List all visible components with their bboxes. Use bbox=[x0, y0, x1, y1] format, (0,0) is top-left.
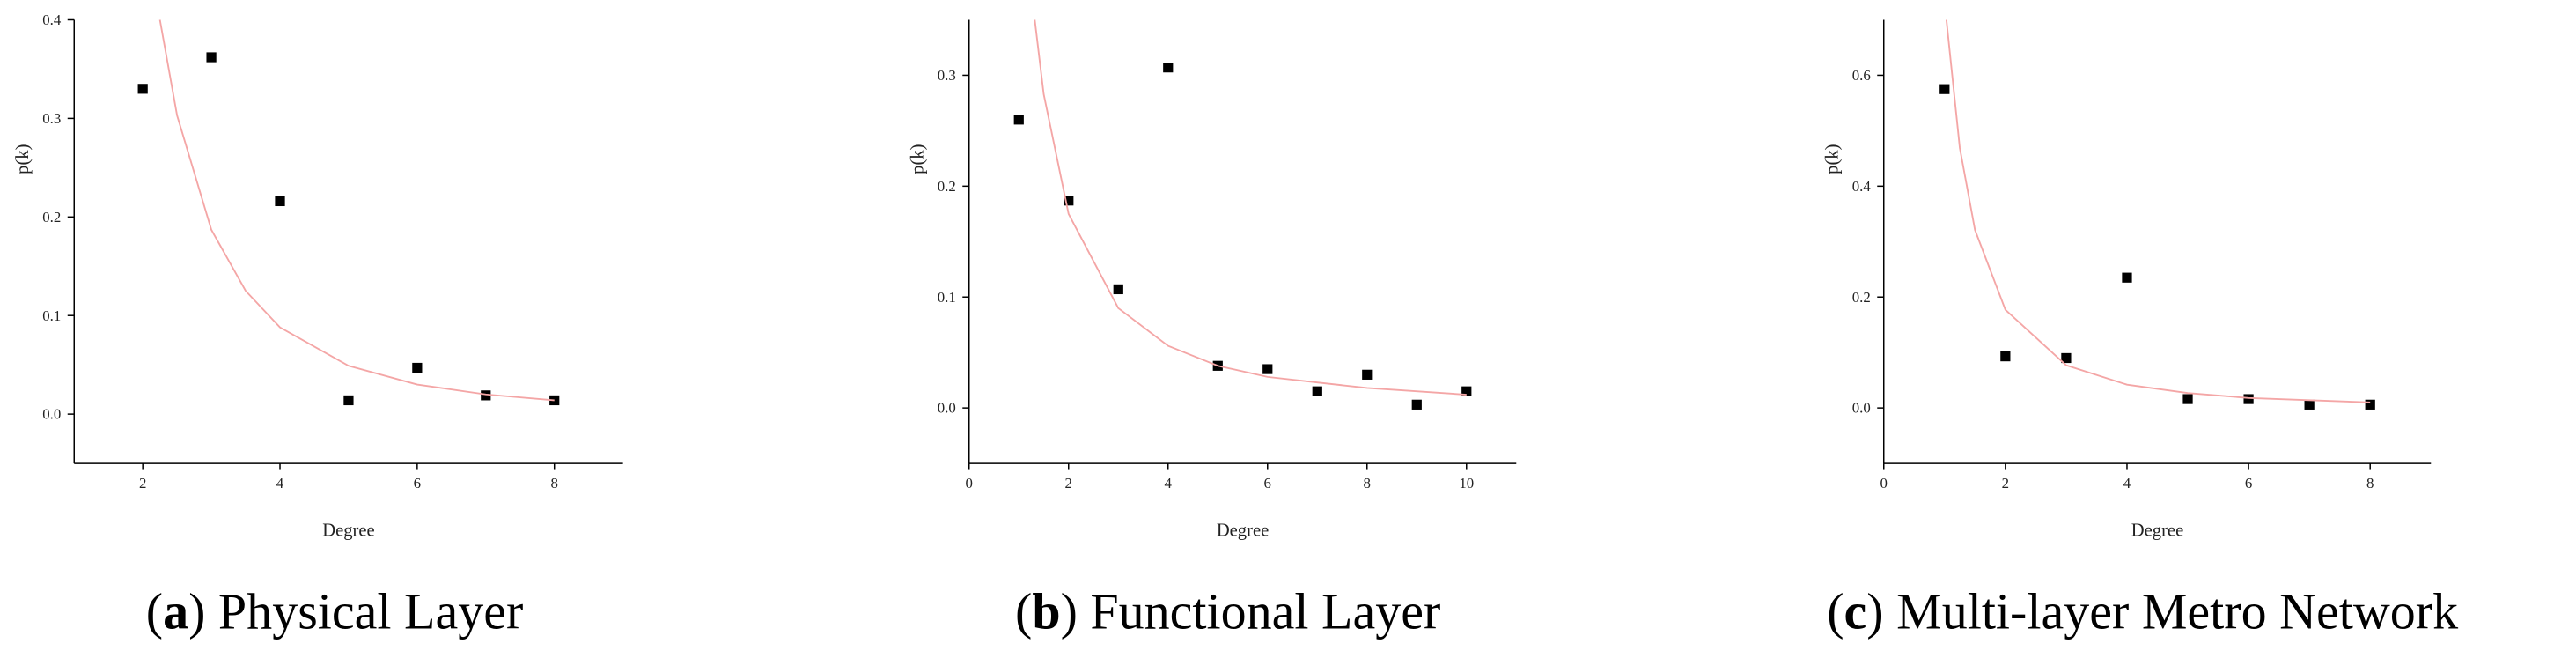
data-point bbox=[412, 362, 423, 373]
caption-part: ( bbox=[1015, 582, 1032, 640]
x-axis-label: Degree bbox=[322, 521, 374, 540]
fit-curve bbox=[158, 19, 555, 402]
fit-curve bbox=[1034, 19, 1467, 396]
x-tick-label: 6 bbox=[414, 475, 421, 492]
data-point bbox=[1939, 84, 1950, 94]
caption: (b) Functional Layer bbox=[1015, 582, 1440, 640]
data-point bbox=[2365, 399, 2375, 410]
caption-part: ) Multi-layer Metro Network bbox=[1866, 582, 2459, 640]
y-tick-label: 0.2 bbox=[1852, 289, 1871, 306]
data-point bbox=[2061, 352, 2072, 364]
y-tick-label: 0.1 bbox=[938, 289, 956, 306]
caption-part: b bbox=[1032, 582, 1060, 640]
y-tick-label: 0.4 bbox=[1852, 178, 1872, 195]
caption-part: ) Physical Layer bbox=[188, 582, 523, 640]
x-tick-label: 6 bbox=[1264, 475, 1271, 492]
x-tick-label: 2 bbox=[1065, 475, 1072, 492]
y-tick-label: 0.1 bbox=[42, 307, 61, 324]
x-tick-label: 8 bbox=[550, 475, 557, 492]
data-point bbox=[2182, 394, 2193, 404]
chart: 0 2 4 6 8 0.0 0.2 0.4 0.6 Degree p(k) (c) Multi-lay… bbox=[1822, 19, 2459, 640]
x-tick-label: 4 bbox=[2123, 475, 2131, 492]
y-tick-label: 0.4 bbox=[42, 11, 62, 28]
y-tick-label: 0.3 bbox=[938, 67, 956, 84]
data-point bbox=[275, 196, 285, 207]
data-point bbox=[2243, 394, 2254, 404]
chart: 0 2 4 6 8 10 0.0 0.1 0.2 0.3 Degree p(k) (b) Functio… bbox=[908, 19, 1517, 640]
x-tick-label: 4 bbox=[276, 475, 284, 492]
data-point bbox=[1362, 369, 1373, 380]
x-axis-label: Degree bbox=[1217, 521, 1269, 540]
data-point bbox=[1411, 399, 1422, 410]
x-tick-label: 4 bbox=[1165, 475, 1173, 492]
caption: (c) Multi-layer Metro Network bbox=[1827, 582, 2459, 640]
data-point bbox=[1013, 115, 1024, 125]
x-tick-label: 8 bbox=[1364, 475, 1371, 492]
y-tick-label: 0.0 bbox=[1852, 400, 1871, 417]
y-axis-label: p(k) bbox=[908, 144, 927, 174]
caption: (a) Physical Layer bbox=[146, 582, 524, 640]
y-tick-label: 0.2 bbox=[42, 209, 61, 225]
caption-part: a bbox=[163, 582, 188, 640]
data-point bbox=[2122, 272, 2132, 283]
data-point bbox=[343, 395, 354, 406]
data-point bbox=[2000, 351, 2011, 362]
caption-part: ( bbox=[146, 582, 163, 640]
data-point bbox=[206, 52, 217, 63]
chart: 2 4 6 8 0.0 0.1 0.2 0.3 0.4 Degree p(k) (a) Physica… bbox=[13, 11, 623, 640]
data-point bbox=[1262, 364, 1273, 374]
caption-part: c bbox=[1844, 582, 1867, 640]
y-tick-label: 0.0 bbox=[42, 406, 61, 423]
data-point bbox=[137, 84, 148, 94]
data-point bbox=[481, 390, 491, 401]
x-axis-label: Degree bbox=[2131, 521, 2183, 540]
data-point bbox=[1163, 63, 1174, 73]
y-axis-label: p(k) bbox=[13, 144, 33, 174]
data-point bbox=[2304, 399, 2315, 410]
data-point bbox=[1461, 386, 1472, 396]
x-tick-label: 2 bbox=[2002, 475, 2009, 492]
data-point bbox=[1113, 284, 1123, 295]
x-tick-label: 6 bbox=[2245, 475, 2252, 492]
y-tick-label: 0.3 bbox=[42, 110, 61, 127]
y-tick-label: 0.2 bbox=[938, 178, 956, 195]
y-tick-label: 0.6 bbox=[1852, 67, 1871, 84]
y-tick-label: 0.0 bbox=[938, 400, 956, 417]
x-tick-label: 0 bbox=[966, 475, 973, 492]
fit-curve bbox=[1945, 19, 2371, 403]
x-tick-label: 0 bbox=[1880, 475, 1888, 492]
x-tick-label: 2 bbox=[139, 475, 146, 492]
caption-part: ) Functional Layer bbox=[1061, 582, 1441, 640]
x-tick-label: 8 bbox=[2366, 475, 2374, 492]
data-point bbox=[1064, 196, 1074, 206]
y-axis-label: p(k) bbox=[1822, 144, 1842, 174]
x-tick-label: 10 bbox=[1459, 475, 1474, 492]
caption-part: ( bbox=[1827, 582, 1844, 640]
data-point bbox=[1312, 386, 1322, 396]
